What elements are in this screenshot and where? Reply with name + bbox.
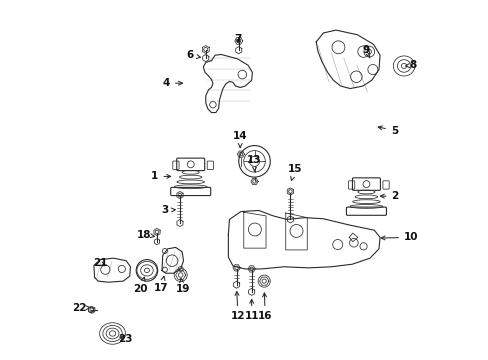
Text: 20: 20 <box>133 277 147 294</box>
Text: 5: 5 <box>377 126 397 135</box>
Text: 9: 9 <box>362 45 369 58</box>
Text: 1: 1 <box>151 171 170 181</box>
Text: 18: 18 <box>137 230 154 239</box>
Text: 8: 8 <box>405 60 416 70</box>
Text: 4: 4 <box>163 78 182 88</box>
Text: 19: 19 <box>175 279 190 294</box>
Text: 10: 10 <box>380 232 418 242</box>
Text: 12: 12 <box>230 292 245 321</box>
Text: 17: 17 <box>154 276 168 293</box>
Text: 21: 21 <box>93 258 107 268</box>
Text: 11: 11 <box>244 300 258 321</box>
Text: 23: 23 <box>118 333 132 343</box>
Text: 6: 6 <box>186 50 200 60</box>
Text: 16: 16 <box>258 293 272 321</box>
Text: 2: 2 <box>380 191 398 201</box>
Text: 13: 13 <box>247 155 261 171</box>
Text: 14: 14 <box>232 131 247 148</box>
Text: 7: 7 <box>234 35 241 44</box>
Text: 3: 3 <box>161 206 175 216</box>
Text: 22: 22 <box>72 303 90 314</box>
Text: 15: 15 <box>287 164 301 180</box>
